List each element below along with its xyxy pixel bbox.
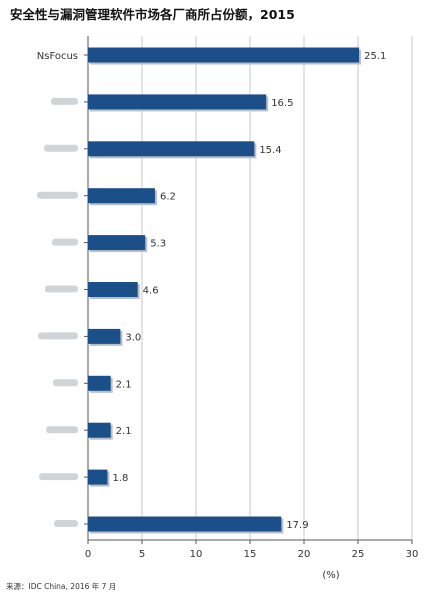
category-label-blurred-7 [53,379,78,387]
category-label-blurred-9 [39,473,78,481]
category-label-blurred-3 [37,191,78,199]
bar-3 [88,188,155,204]
category-label-blurred-4 [52,238,78,246]
bar-10 [88,516,282,532]
bar-8 [88,422,111,438]
x-tick-label-30: 30 [406,549,419,560]
x-tick-label-0: 0 [85,549,91,560]
value-label-7: 2.1 [116,379,132,390]
category-label-blurred-6 [38,332,78,340]
value-label-9: 1.8 [112,473,128,484]
category-label-blurred-10 [54,520,78,527]
bar-6 [88,328,121,344]
value-label-5: 4.6 [143,286,159,297]
x-axis-label: (%) [322,570,339,581]
value-label-10: 17.9 [286,520,308,531]
category-label-blurred-2 [44,144,78,152]
x-tick-label-5: 5 [139,549,145,560]
value-label-4: 5.3 [150,239,166,250]
value-label-8: 2.1 [116,426,132,437]
x-tick-label-25: 25 [352,549,365,560]
bar-0 [88,47,360,63]
x-tick-label-15: 15 [244,549,257,560]
bar-1 [88,94,267,110]
x-tick-label-10: 10 [190,549,203,560]
category-label-0: NsFocus [37,51,78,62]
category-label-blurred-1 [51,97,78,105]
bar-2 [88,141,255,157]
category-label-blurred-5 [45,285,78,293]
bar-4 [88,235,146,251]
chart-title: 安全性与漏洞管理软件市场各厂商所占份额，2015 [10,7,295,22]
source-note: 来源：IDC China, 2016 年 7 月 [6,582,117,591]
value-label-0: 25.1 [364,51,386,62]
bar-9 [88,469,108,485]
value-label-6: 3.0 [125,332,141,343]
value-label-2: 15.4 [259,145,281,156]
value-label-1: 16.5 [271,98,293,109]
x-tick-label-20: 20 [298,549,311,560]
bar-7 [88,375,111,391]
value-label-3: 6.2 [160,192,176,203]
bar-5 [88,282,138,297]
category-label-blurred-8 [46,426,78,434]
